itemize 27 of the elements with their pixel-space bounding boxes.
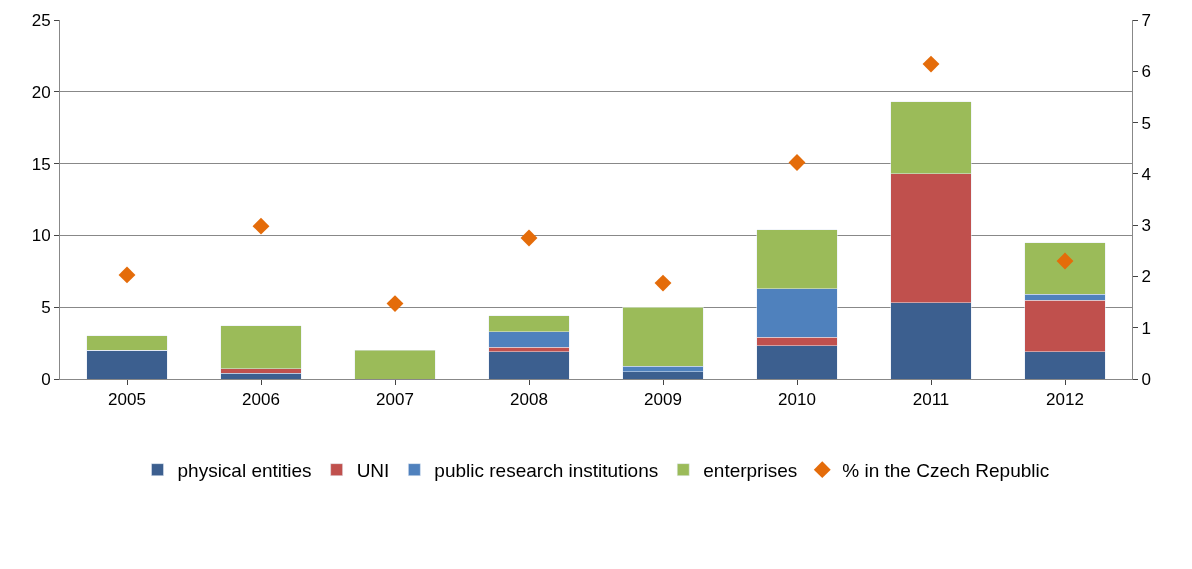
x-tick-label: 2006: [242, 390, 280, 410]
y2-tick-label: 0: [1141, 369, 1151, 389]
y2-tick-label: 7: [1141, 10, 1151, 30]
y2-tick-label: 5: [1141, 113, 1151, 133]
legend-label: % in the Czech Republic: [842, 460, 1050, 482]
x-tick-label: 2009: [644, 390, 682, 410]
x-tick-label: 2010: [778, 390, 816, 410]
legend-label: public research institutions: [434, 460, 659, 482]
x-tick-label: 2012: [1046, 390, 1084, 410]
y-tick-label: 20: [31, 82, 51, 102]
y-tick-label: 0: [41, 369, 51, 389]
legend-label: UNI: [356, 460, 390, 482]
x-tick-label: 2007: [376, 390, 414, 410]
x-tick-label: 2008: [510, 390, 548, 410]
y2-tick-label: 2: [1141, 267, 1151, 287]
y2-tick-label: 4: [1141, 164, 1151, 184]
y-tick-label: 15: [31, 154, 51, 174]
y-tick-label: 10: [31, 226, 51, 246]
x-tick-label: 2011: [912, 390, 950, 410]
y-tick-label: 25: [31, 10, 51, 30]
y2-tick-label: 1: [1141, 318, 1151, 338]
y2-tick-label: 3: [1141, 216, 1151, 236]
y2-tick-label: 6: [1141, 62, 1151, 82]
legend-label: physical entities: [177, 460, 312, 482]
legend-label: enterprises: [703, 460, 798, 482]
y-tick-label: 5: [41, 298, 51, 318]
x-tick-label: 2005: [108, 390, 146, 410]
